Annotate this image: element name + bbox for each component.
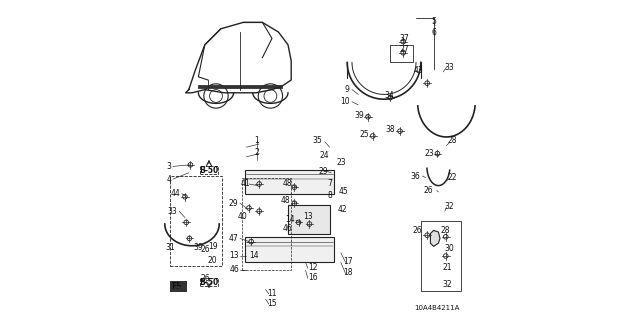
Text: 33: 33: [444, 63, 454, 72]
Text: 17: 17: [343, 257, 353, 266]
Text: 13: 13: [303, 212, 313, 220]
Text: FR.: FR.: [172, 282, 186, 291]
Text: 39: 39: [193, 244, 203, 252]
Text: 43: 43: [414, 66, 424, 75]
Text: 41: 41: [241, 180, 250, 188]
Text: 6: 6: [431, 28, 436, 36]
Text: 48: 48: [282, 180, 292, 188]
Text: 38: 38: [386, 125, 396, 134]
Text: 22: 22: [447, 173, 457, 182]
Text: 39: 39: [354, 111, 364, 120]
Text: 5: 5: [431, 17, 436, 26]
Text: 14: 14: [250, 252, 259, 260]
Text: 4: 4: [166, 175, 172, 184]
Text: 19: 19: [208, 242, 218, 251]
Text: 23: 23: [425, 149, 435, 158]
Polygon shape: [288, 205, 330, 234]
Text: 1: 1: [254, 136, 259, 145]
Text: 26: 26: [413, 226, 422, 235]
Text: 23: 23: [337, 158, 346, 167]
Text: 26: 26: [201, 245, 211, 254]
Text: 9: 9: [344, 85, 349, 94]
Polygon shape: [430, 230, 440, 246]
Text: 26: 26: [424, 186, 434, 195]
Text: 10: 10: [340, 97, 349, 106]
Text: 33: 33: [168, 207, 178, 216]
Text: 18: 18: [343, 268, 353, 277]
Text: 32: 32: [444, 202, 454, 211]
Text: 46: 46: [282, 224, 292, 233]
Text: 36: 36: [410, 172, 420, 180]
Text: 40: 40: [237, 212, 247, 221]
Text: 27: 27: [399, 45, 409, 54]
Text: 46: 46: [230, 265, 239, 274]
Text: 47: 47: [228, 234, 239, 243]
Text: 14: 14: [285, 215, 294, 224]
Text: 24: 24: [320, 151, 330, 160]
Text: 20: 20: [208, 256, 218, 265]
Text: 2: 2: [254, 148, 259, 156]
Text: 37: 37: [399, 34, 409, 43]
Text: 32: 32: [442, 280, 452, 289]
Text: 42: 42: [338, 205, 348, 214]
Text: B-50: B-50: [199, 166, 219, 175]
Text: 48: 48: [281, 196, 291, 205]
Text: 31: 31: [166, 244, 175, 252]
Text: 7: 7: [327, 180, 332, 188]
Text: 44: 44: [171, 189, 181, 198]
Text: 3: 3: [166, 162, 172, 171]
Text: 25: 25: [359, 130, 369, 139]
Text: 10A4B4211A: 10A4B4211A: [414, 305, 460, 311]
Text: 45: 45: [339, 188, 348, 196]
Text: 30: 30: [444, 244, 454, 253]
Text: 13: 13: [228, 252, 239, 260]
Text: 29: 29: [318, 167, 328, 176]
Text: 16: 16: [308, 273, 317, 282]
Text: 8: 8: [328, 191, 332, 200]
Text: 28: 28: [441, 226, 451, 235]
Polygon shape: [198, 85, 282, 88]
Text: 12: 12: [308, 263, 317, 272]
Text: 11: 11: [268, 289, 276, 298]
Text: 29: 29: [228, 199, 239, 208]
Text: B-50: B-50: [199, 278, 219, 287]
Text: 26: 26: [201, 274, 211, 283]
Text: 15: 15: [268, 300, 277, 308]
Text: 34: 34: [385, 91, 394, 100]
Text: 35: 35: [313, 136, 323, 145]
Text: 28: 28: [447, 136, 457, 145]
Polygon shape: [245, 237, 334, 262]
Text: 21: 21: [442, 263, 452, 272]
Polygon shape: [245, 170, 334, 194]
